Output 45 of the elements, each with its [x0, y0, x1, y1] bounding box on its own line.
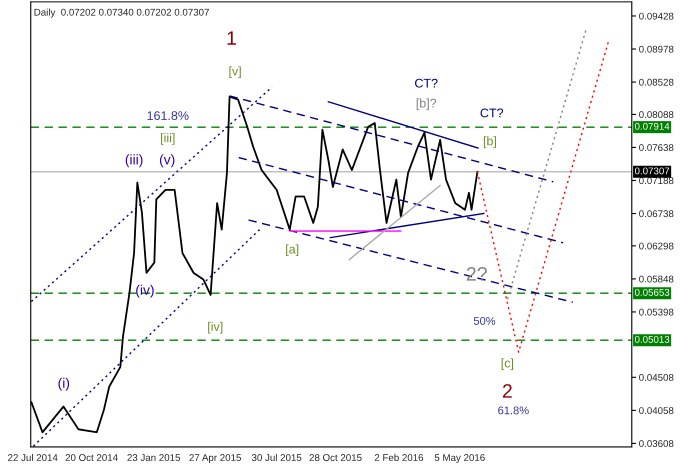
ref-line-label: 0.07307 [634, 167, 670, 174]
y-tick-label: 0.04058 [639, 407, 674, 414]
y-tick-label: 0.06298 [639, 242, 674, 250]
annotation: 50% [474, 316, 496, 325]
annotation: [iv] [208, 322, 222, 334]
y-tick-label: 0.06738 [639, 210, 674, 218]
annotation: (iii) [126, 154, 143, 168]
ref-line-label: 0.07914 [634, 122, 670, 130]
x-tick-label: 5 May 2016 [434, 454, 485, 463]
annotation: [a] [286, 244, 298, 256]
y-tick-label: 0.08088 [639, 111, 674, 118]
annotation: 1 [228, 31, 236, 45]
annotation: 2? [466, 267, 487, 281]
ref-line-label: 0.05013 [634, 336, 670, 343]
annotation: CT? [415, 78, 438, 88]
ref-line-label: 0.05653 [634, 288, 670, 296]
annotation: [iii] [161, 133, 175, 145]
x-tick-label: 23 Jan 2015 [127, 454, 180, 462]
y-tick-label: 0.04508 [639, 374, 674, 381]
x-tick-label: 28 Oct 2015 [310, 454, 362, 462]
annotation: CT? [480, 108, 504, 118]
annotation: 61.8% [498, 406, 529, 414]
x-tick-label: 20 Oct 2014 [66, 454, 118, 462]
annotation: [c] [502, 358, 514, 370]
x-tick-label: 2 Feb 2016 [374, 454, 424, 462]
y-tick-label: 0.07188 [639, 177, 674, 184]
annotation: (v) [160, 154, 174, 168]
x-tick-label: 27 Apr 2015 [189, 454, 241, 463]
annotation: (i) [58, 378, 70, 391]
x-tick-label: 22 Jul 2014 [8, 454, 58, 462]
annotation: [b] [484, 136, 496, 148]
annotation: [v] [229, 66, 241, 78]
text: Daily 0.07202 0.07340 0.07202 0.07307 [34, 8, 209, 18]
y-tick-label: 0.07638 [639, 144, 674, 152]
y-tick-label: 0.08978 [639, 46, 674, 53]
y-tick-label: 0.09428 [639, 12, 674, 20]
y-tick-label: 0.05398 [639, 308, 674, 316]
annotation: [b]? [416, 98, 436, 110]
x-tick-label: 30 Jul 2015 [252, 454, 302, 462]
annotation: 161.8% [148, 111, 189, 120]
y-tick-label: 0.03608 [639, 440, 674, 448]
y-tick-label: 0.08528 [639, 78, 674, 86]
annotation: (iv) [136, 284, 154, 298]
y-tick-label: 0.05848 [639, 276, 674, 283]
annotation: 2 [502, 384, 512, 398]
